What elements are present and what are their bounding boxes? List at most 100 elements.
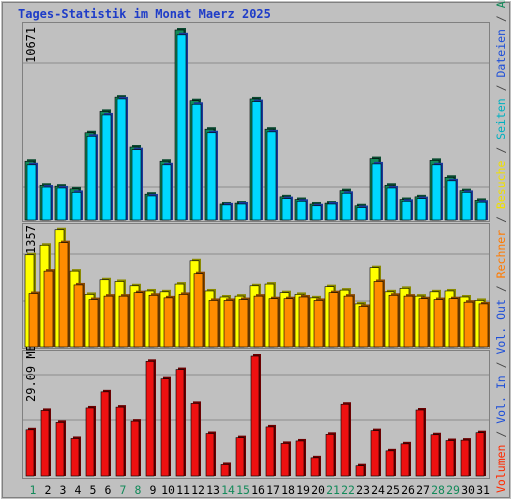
legend-entry: Dateien (494, 29, 508, 77)
rechner-bar (73, 282, 85, 348)
rechner-bar (178, 292, 190, 348)
dateien-bar (326, 201, 338, 221)
rechner-bar (223, 298, 235, 348)
x-tick-label: 4 (75, 483, 82, 497)
volumen-bar (430, 432, 441, 477)
volumen-bar (100, 389, 111, 477)
x-tick-label: 20 (311, 483, 325, 497)
panel-middle-frame (22, 223, 490, 349)
x-tick-label: 30 (461, 483, 475, 497)
legend-entry: / (494, 355, 508, 376)
rechner-bar (28, 291, 40, 348)
legend-entry: Besuche (494, 161, 508, 210)
x-tick-label: 7 (120, 483, 127, 497)
legend-entry: Vol. Out (494, 299, 508, 354)
legend-entry: Vol. In (494, 375, 508, 423)
x-tick-label: 26 (401, 483, 415, 497)
dateien-bar (71, 190, 83, 221)
x-tick-labels: 1 2 3 4 5 6 7 8 9 10 11 12 13 14 15 16 17 18 19 20 21 22 23 24 2… (30, 483, 490, 497)
dateien-bar (386, 185, 398, 221)
x-tick-label: 18 (281, 483, 295, 497)
volumen-bar (25, 427, 36, 477)
x-tick-label: 22 (341, 483, 355, 497)
dateien-bar (131, 147, 143, 221)
x-tick-label: 16 (251, 483, 265, 497)
rechner-bar (148, 293, 160, 348)
rechner-bar (193, 271, 205, 348)
dateien-bar (56, 185, 68, 221)
dateien-bar (416, 196, 428, 221)
rechner-bar (238, 297, 250, 348)
rechner-bar (328, 290, 340, 348)
dateien-bar (251, 99, 263, 221)
dateien-bar (26, 162, 38, 221)
x-tick-label: 12 (191, 483, 205, 497)
dateien-bar (266, 129, 278, 221)
chart-title: Tages-Statistik im Monat Maerz 2025 (18, 7, 271, 21)
x-tick-label: 8 (135, 483, 142, 497)
legend-entry: / (494, 8, 508, 29)
dateien-bar (461, 190, 473, 221)
x-tick-label: 19 (296, 483, 310, 497)
rechner-bar (88, 297, 100, 348)
rechner-bar (103, 294, 115, 348)
rechner-bar (283, 296, 295, 348)
volumen-bar (460, 438, 471, 477)
volumen-bar (250, 354, 261, 477)
x-tick-label: 14 (221, 483, 235, 497)
top-ymax-label: 10671 (24, 27, 38, 63)
legend-entry: / (494, 78, 508, 99)
dateien-bar (341, 191, 353, 221)
volumen-bar (130, 419, 141, 477)
rechner-bar (343, 294, 355, 348)
dateien-bar (296, 199, 308, 221)
x-tick-label: 21 (326, 483, 340, 497)
x-tick-label: 9 (150, 483, 157, 497)
x-tick-label: 15 (236, 483, 250, 497)
volumen-bar (475, 430, 486, 477)
dateien-bar (101, 112, 113, 221)
x-tick-label: 5 (90, 483, 97, 497)
rechner-bar (298, 294, 310, 348)
volumen-bar (340, 402, 351, 477)
x-tick-label: 29 (446, 483, 460, 497)
dateien-bar (356, 205, 368, 221)
x-tick-label: 1 (30, 483, 37, 497)
x-tick-label: 25 (386, 483, 400, 497)
volumen-bar (55, 420, 66, 477)
volumen-bar (400, 441, 411, 477)
dateien-bar (401, 199, 413, 221)
rechner-bar (478, 301, 490, 348)
dateien-bar (116, 96, 128, 221)
dateien-bar (161, 162, 173, 221)
volumen-bar (280, 441, 291, 477)
x-tick-label: 11 (176, 483, 190, 497)
volumen-bar (175, 367, 186, 477)
rechner-bar (268, 296, 280, 348)
legend-entry: Seiten (494, 98, 508, 140)
legend-entry: Anfragen (494, 0, 508, 8)
volumen-bar (385, 448, 396, 477)
right-legend: Volumen / Vol. In / Vol. Out / Rechner /… (494, 0, 508, 493)
top-panel-bars (24, 28, 488, 221)
dateien-bar (446, 178, 458, 221)
legend-entry: / (494, 424, 508, 445)
dateien-bar (86, 134, 98, 221)
volumen-bar (40, 408, 51, 477)
volumen-bar (355, 463, 366, 477)
volumen-bar (265, 424, 276, 477)
volumen-bar (160, 376, 171, 477)
x-tick-label: 3 (60, 483, 67, 497)
dateien-bar (146, 193, 158, 221)
rechner-bar (163, 295, 175, 348)
rechner-bar (418, 296, 430, 348)
rechner-bar (58, 240, 70, 348)
x-tick-label: 2 (45, 483, 52, 497)
volumen-bar (370, 428, 381, 477)
rechner-bar (463, 300, 475, 348)
dateien-bar (371, 161, 383, 221)
panel-top-frame (22, 22, 490, 222)
rechner-bar (373, 279, 385, 348)
rechner-bar (433, 297, 445, 348)
